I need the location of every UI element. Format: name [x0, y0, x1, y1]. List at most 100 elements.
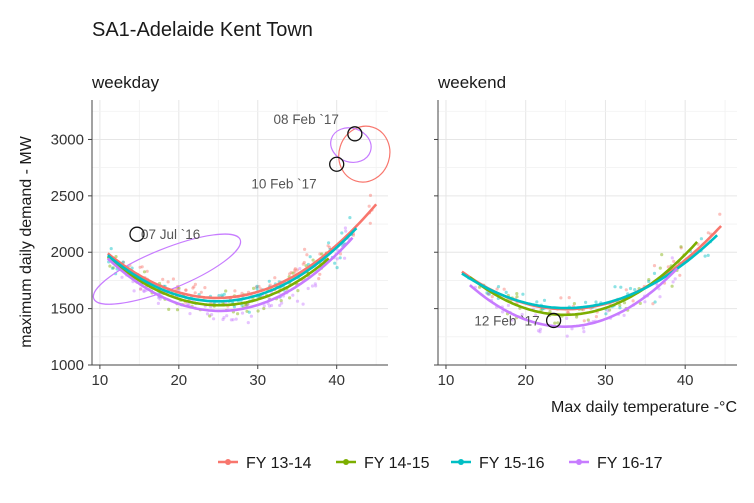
x-tick-label: 30	[249, 372, 266, 389]
data-point	[245, 309, 249, 313]
data-point	[328, 245, 332, 250]
data-point	[338, 252, 343, 256]
data-point	[138, 265, 142, 269]
data-point	[340, 231, 344, 235]
data-point	[249, 314, 253, 318]
data-point	[613, 285, 617, 289]
data-point	[203, 286, 207, 290]
data-point	[671, 280, 675, 284]
annotation-label: 07 Jul `16	[141, 227, 200, 242]
data-point	[246, 321, 250, 325]
data-point	[510, 318, 514, 322]
data-point	[233, 289, 237, 293]
annotation-marker	[347, 126, 363, 142]
data-point	[208, 314, 212, 318]
data-point	[548, 309, 552, 314]
data-point	[193, 282, 197, 286]
data-point	[338, 256, 342, 260]
data-point	[320, 252, 324, 256]
data-point	[311, 258, 315, 262]
legend-label: FY 16-17	[597, 455, 663, 472]
data-point	[306, 286, 310, 291]
data-point	[142, 270, 147, 274]
data-point	[288, 296, 292, 300]
data-point	[222, 316, 226, 320]
data-point	[255, 284, 259, 288]
x-tick-label: 10	[438, 372, 455, 389]
chart-title: SA1-Adelaide Kent Town	[92, 19, 313, 41]
data-point	[638, 301, 642, 305]
data-point	[556, 321, 560, 325]
data-point	[304, 264, 308, 268]
legend-swatch-dot	[343, 459, 349, 465]
x-tick-label: 40	[328, 372, 345, 389]
data-point	[289, 271, 293, 275]
data-point	[606, 309, 610, 313]
data-point	[308, 255, 312, 259]
data-point	[310, 284, 315, 288]
legend-item: FY 14-15	[336, 455, 430, 472]
data-point	[496, 285, 501, 289]
data-point	[255, 287, 259, 291]
legend-swatch-dot	[576, 459, 582, 465]
data-point	[515, 292, 519, 296]
fit-line-FY-15-16	[106, 227, 358, 303]
data-point	[502, 287, 506, 291]
data-point	[288, 272, 292, 276]
data-point	[234, 317, 238, 321]
panel-label-weekend: weekend	[437, 73, 506, 92]
data-point	[534, 313, 538, 317]
data-point	[296, 289, 300, 293]
panel-label-weekday: weekday	[91, 73, 160, 92]
data-point	[658, 266, 662, 270]
data-point	[718, 212, 722, 216]
data-point	[240, 311, 245, 315]
data-point	[132, 289, 136, 293]
data-point	[280, 301, 284, 305]
data-point	[326, 244, 330, 248]
data-point	[278, 303, 282, 307]
data-point	[205, 312, 210, 316]
data-point	[302, 260, 306, 265]
data-point	[535, 300, 539, 304]
legend-label: FY 13-14	[246, 455, 312, 472]
data-point	[335, 266, 339, 270]
data-point	[566, 311, 570, 315]
data-point	[487, 292, 491, 296]
panel-weekday: weekday 10 20 30 40 1000 1500 2000 2500 3000 08 Fe…	[51, 73, 391, 389]
data-point	[221, 317, 225, 322]
y-tick-label: 3000	[51, 131, 84, 148]
data-point	[624, 288, 628, 292]
data-point	[485, 291, 489, 295]
data-point	[145, 269, 149, 273]
y-tick-label: 1500	[51, 301, 84, 318]
x-axis-label: Max daily temperature -°C	[551, 399, 737, 416]
data-point	[111, 266, 115, 270]
data-point	[295, 299, 300, 303]
data-point	[604, 312, 608, 316]
legend-item: FY 15-16	[451, 455, 545, 472]
data-point	[515, 295, 519, 299]
data-point	[156, 301, 160, 305]
data-point	[220, 293, 224, 297]
data-point	[570, 327, 574, 331]
y-tick-label: 2500	[51, 188, 84, 205]
data-point	[262, 304, 266, 308]
data-point	[293, 268, 297, 272]
data-point	[256, 309, 260, 313]
data-point	[167, 307, 171, 311]
annotation-marker	[329, 156, 345, 172]
data-point	[652, 271, 657, 275]
data-point	[542, 298, 547, 302]
data-point	[293, 270, 297, 274]
fit-line-FY-14-15	[106, 255, 330, 307]
data-point	[633, 288, 637, 292]
legend-label: FY 14-15	[364, 455, 430, 472]
legend-swatch-dot	[225, 459, 231, 465]
data-point	[267, 279, 271, 283]
data-point	[193, 291, 197, 295]
data-point	[647, 278, 651, 282]
data-point	[229, 318, 233, 322]
data-point	[643, 300, 647, 304]
data-point	[670, 256, 674, 260]
